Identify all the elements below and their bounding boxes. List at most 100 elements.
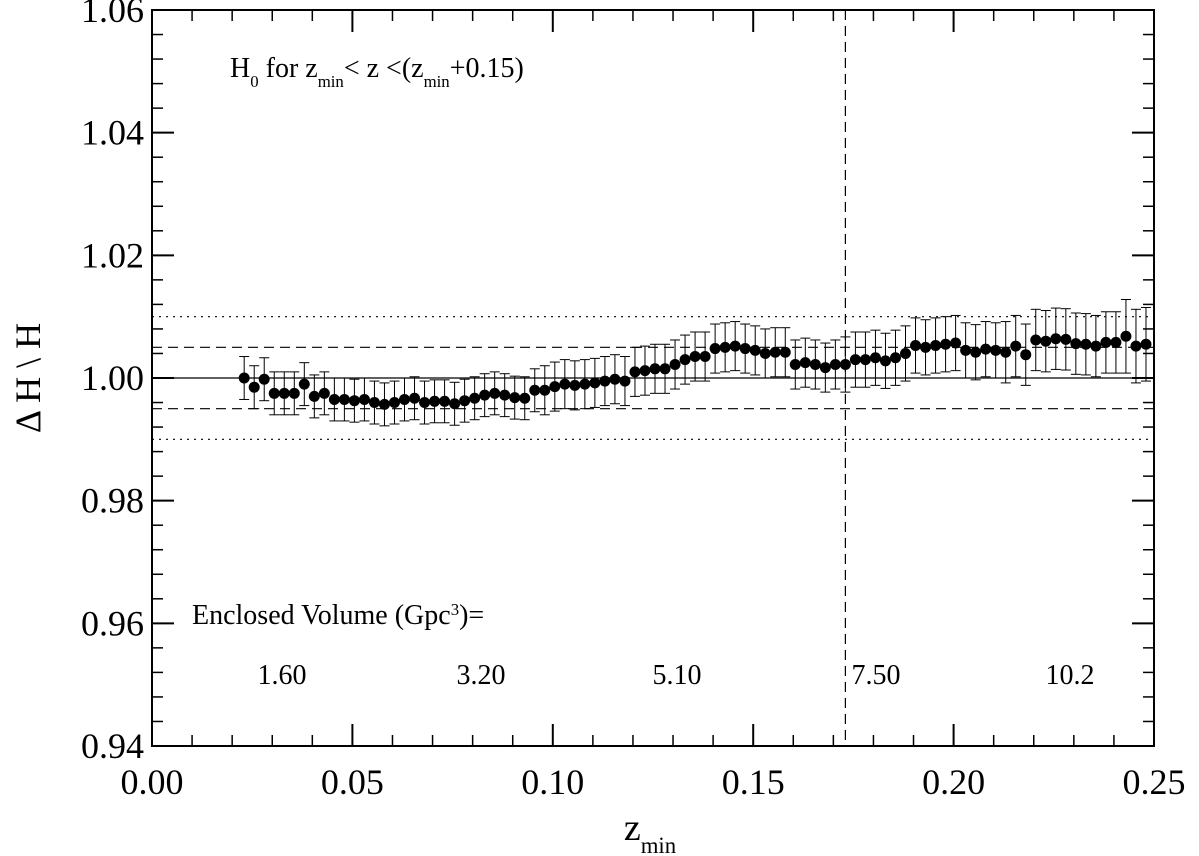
data-point — [789, 359, 801, 371]
data-point — [1110, 336, 1122, 348]
data-point — [1130, 340, 1142, 352]
data-point — [930, 339, 942, 351]
data-point — [288, 387, 300, 399]
x-axis-label-part: min — [641, 833, 677, 856]
data-point — [889, 352, 901, 364]
data-point — [829, 359, 841, 371]
data-point — [629, 366, 641, 378]
data-point — [569, 379, 581, 391]
x-tick-label: 0.25 — [1123, 762, 1186, 802]
data-point — [1080, 338, 1092, 350]
data-point — [358, 393, 370, 405]
data-point — [268, 387, 280, 399]
data-point — [920, 341, 932, 353]
data-point — [1100, 336, 1112, 348]
data-point — [809, 359, 821, 371]
x-axis-label: zmin — [624, 807, 677, 856]
data-point — [639, 365, 651, 377]
annotation-part: H — [230, 53, 250, 84]
data-point — [529, 384, 541, 396]
volume-label: 1.60 — [258, 660, 307, 691]
y-tick-label: 1.04 — [81, 113, 144, 153]
data-point — [248, 381, 260, 393]
data-point — [318, 387, 330, 399]
data-point — [689, 351, 701, 363]
x-tick-label: 0.00 — [121, 762, 184, 802]
data-point — [1140, 338, 1152, 350]
data-point — [619, 375, 631, 387]
data-point — [1010, 340, 1022, 352]
data-point — [399, 393, 411, 405]
data-point — [489, 387, 501, 399]
annotation-part: min — [318, 72, 345, 91]
data-point — [769, 346, 781, 358]
data-point — [238, 372, 250, 384]
data-point — [739, 343, 751, 355]
data-point — [258, 373, 270, 385]
data-point — [679, 354, 691, 366]
data-point — [559, 378, 571, 390]
volume-title: Enclosed Volume (Gpc3)= — [192, 600, 484, 632]
data-point — [779, 346, 791, 358]
annotation-part: +0.15) — [450, 53, 524, 84]
data-point — [699, 351, 711, 363]
x-axis-label-part: z — [624, 807, 641, 849]
volume-title-part: )= — [459, 600, 484, 631]
data-point — [549, 381, 561, 393]
data-point — [1000, 346, 1012, 358]
data-point — [669, 359, 681, 371]
data-point — [429, 395, 441, 407]
data-point — [839, 359, 851, 371]
y-tick-label: 1.06 — [81, 0, 144, 30]
data-point — [609, 373, 621, 385]
data-point — [539, 384, 551, 396]
data-point — [469, 392, 481, 404]
data-point — [409, 392, 421, 404]
data-point — [759, 347, 771, 359]
data-point — [1120, 330, 1132, 342]
data-point — [649, 363, 661, 375]
volume-title-part: Enclosed Volume (Gpc — [192, 600, 451, 631]
data-point — [439, 395, 451, 407]
data-point — [298, 378, 310, 390]
data-point — [799, 357, 811, 369]
data-point — [659, 363, 671, 375]
y-tick-label: 0.94 — [81, 726, 144, 766]
data-point — [709, 343, 721, 355]
data-point — [1060, 333, 1072, 345]
data-point — [509, 392, 521, 404]
data-point — [599, 375, 611, 387]
data-point — [388, 397, 400, 409]
data-point — [849, 354, 861, 366]
data-point — [308, 390, 320, 402]
data-point — [479, 389, 491, 401]
data-point — [348, 395, 360, 407]
data-point — [749, 344, 761, 356]
data-point — [499, 389, 511, 401]
data-point — [519, 392, 531, 404]
data-point — [589, 377, 601, 389]
x-tick-label: 0.20 — [922, 762, 985, 802]
data-point — [970, 346, 982, 358]
data-point — [960, 344, 972, 356]
data-point — [449, 398, 461, 410]
data-point — [1070, 338, 1082, 350]
data-point — [990, 344, 1002, 356]
data-point — [328, 393, 340, 405]
data-point — [729, 340, 741, 352]
volume-label: 10.2 — [1046, 660, 1095, 691]
y-tick-label: 0.96 — [81, 603, 144, 643]
x-tick-label: 0.15 — [722, 762, 785, 802]
data-point — [940, 338, 952, 350]
annotation-part: for z — [259, 53, 318, 84]
data-point — [869, 352, 881, 364]
x-tick-label: 0.10 — [521, 762, 584, 802]
data-point — [1090, 340, 1102, 352]
data-point — [338, 393, 350, 405]
annotation-part: < z <(z — [344, 53, 424, 84]
y-tick-label: 1.00 — [81, 358, 144, 398]
volume-title-part: 3 — [451, 600, 459, 619]
data-point — [368, 397, 380, 409]
